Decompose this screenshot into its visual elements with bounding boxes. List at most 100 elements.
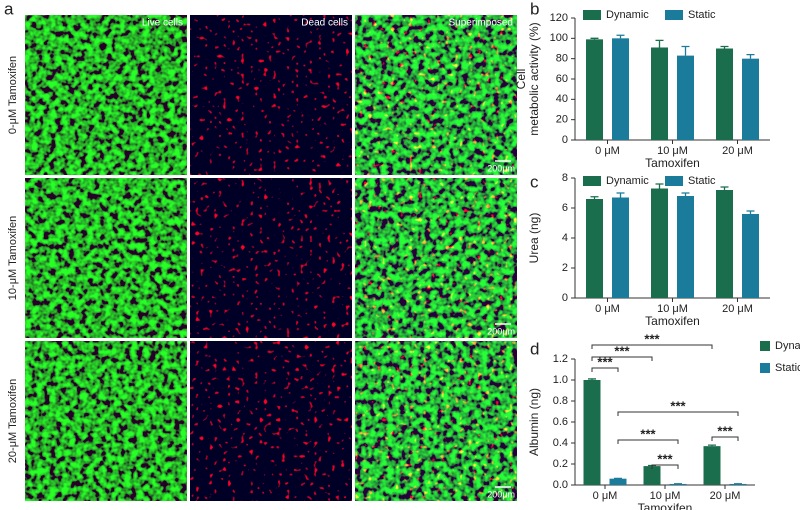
significance-label: ***	[644, 331, 660, 346]
error-bar	[616, 34, 625, 39]
error-bar	[720, 186, 729, 190]
y-tick-label: 80	[556, 53, 568, 65]
bar	[729, 483, 747, 485]
bar	[677, 55, 694, 140]
y-axis-title: Urea (ng)	[527, 213, 541, 264]
bar	[651, 188, 668, 298]
y-axis-title: Cell	[514, 69, 528, 90]
significance-label: ***	[657, 451, 673, 466]
x-axis-title: Tamoxifen	[638, 501, 693, 510]
legend-label: Static	[775, 362, 800, 374]
micrographs	[25, 15, 517, 501]
bracket	[617, 439, 679, 444]
significance-label: ***	[670, 398, 686, 413]
error-bar	[681, 192, 690, 196]
bracket	[591, 356, 653, 361]
y-tick-label: 120	[550, 12, 568, 24]
significance-label: ***	[597, 354, 613, 369]
micrograph	[25, 178, 187, 338]
bar	[586, 39, 603, 140]
x-axis-title: Tamoxifen	[645, 314, 700, 328]
bar	[742, 214, 759, 298]
bracket	[711, 436, 739, 441]
error-bar	[746, 53, 755, 59]
column-label: Superimposed	[449, 18, 513, 29]
bracket	[617, 411, 739, 416]
column-label: Dead cells	[301, 18, 348, 29]
legend-label: Static	[688, 175, 716, 187]
significance-label: ***	[640, 426, 656, 441]
bar	[651, 47, 668, 140]
bar	[716, 190, 733, 298]
bar	[583, 380, 601, 485]
y-tick-label: 0.4	[553, 437, 568, 449]
bar	[586, 199, 603, 298]
legend-label: Dynamic	[606, 9, 649, 21]
error-bar	[655, 39, 664, 48]
scale-bar-label: 200μm	[487, 163, 515, 173]
legend-label: Dynamic	[606, 175, 649, 187]
bar	[609, 478, 627, 485]
bar	[716, 48, 733, 140]
y-tick-label: 0	[562, 134, 568, 146]
y-tick-label: 8	[562, 172, 568, 184]
scale-bar-label: 200μm	[487, 489, 515, 499]
error-bar	[590, 196, 599, 199]
y-tick-label: 0.0	[553, 479, 568, 491]
micrograph	[190, 15, 352, 175]
bar	[612, 197, 629, 298]
error-bar	[588, 378, 596, 380]
bar	[669, 483, 687, 485]
bar	[703, 446, 721, 485]
error-bar	[590, 37, 599, 40]
legend-swatch	[665, 176, 683, 186]
row-label: 20-μM Tamoxifen	[7, 379, 19, 463]
y-tick-label: 1.0	[553, 374, 568, 386]
legend-swatch	[760, 341, 770, 351]
row-label: 10-μM Tamoxifen	[7, 216, 19, 300]
error-bar	[681, 45, 690, 56]
x-tick-label: 0 μM	[595, 303, 620, 315]
bar	[612, 38, 629, 141]
micrograph	[25, 341, 187, 501]
legend-label: Dynamic	[775, 340, 800, 352]
y-tick-label: 60	[556, 73, 568, 85]
x-axis-title: Tamoxifen	[645, 156, 700, 170]
y-axis-title: metabolic activity (%)	[527, 22, 541, 135]
error-bar	[616, 192, 625, 198]
error-bar	[655, 183, 664, 189]
bar	[742, 58, 759, 140]
y-tick-label: 0.6	[553, 416, 568, 428]
y-tick-label: 1.2	[553, 353, 568, 365]
micrograph	[355, 341, 517, 501]
x-tick-label: 20 μM	[722, 145, 753, 157]
column-label: Live cells	[142, 18, 183, 29]
bar	[677, 196, 694, 298]
legend-swatch	[583, 176, 601, 186]
x-tick-label: 20 μM	[722, 303, 753, 315]
error-bar	[720, 45, 729, 49]
panel-label: a	[4, 0, 14, 18]
x-tick-label: 20 μM	[710, 490, 741, 502]
y-tick-label: 0	[562, 292, 568, 304]
significance-label: ***	[717, 423, 733, 438]
x-tick-label: 0 μM	[595, 145, 620, 157]
legend-swatch	[665, 10, 683, 20]
micrograph	[355, 178, 517, 338]
y-tick-label: 0.8	[553, 395, 568, 407]
y-tick-label: 6	[562, 202, 568, 214]
x-tick-label: 10 μM	[650, 490, 681, 502]
micrograph	[25, 15, 187, 175]
bar	[643, 466, 661, 485]
scale-bar-label: 200μm	[487, 326, 515, 336]
bracket	[591, 344, 713, 349]
y-tick-label: 0.2	[553, 458, 568, 470]
y-tick-label: 40	[556, 93, 568, 105]
legend-label: Static	[688, 9, 716, 21]
micrograph	[355, 15, 517, 175]
y-axis-title: Albumin (ng)	[527, 388, 541, 456]
x-tick-label: 10 μM	[657, 303, 688, 315]
legend-swatch	[760, 363, 770, 373]
error-bar	[746, 210, 755, 214]
